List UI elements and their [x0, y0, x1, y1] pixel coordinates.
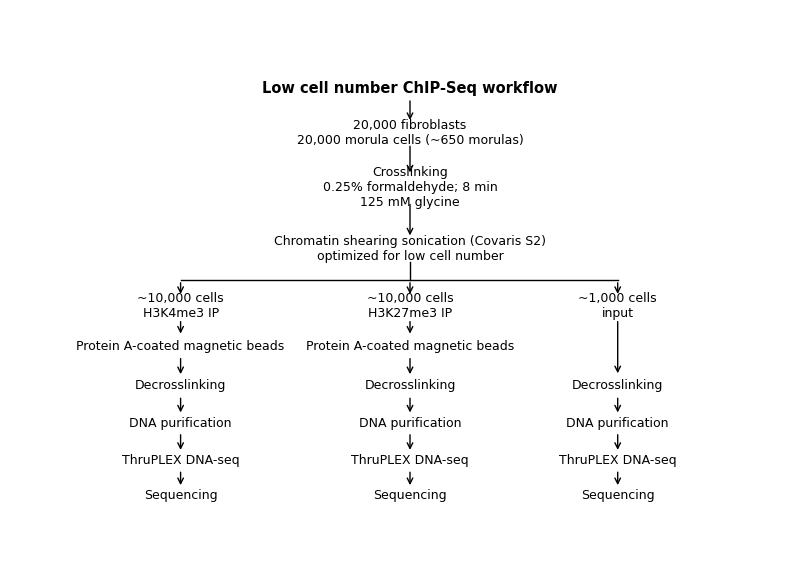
Text: DNA purification: DNA purification [130, 416, 232, 430]
Text: ThruPLEX DNA-seq: ThruPLEX DNA-seq [351, 454, 469, 467]
Text: Low cell number ChIP-Seq workflow: Low cell number ChIP-Seq workflow [262, 81, 558, 96]
Text: ~10,000 cells
H3K27me3 IP: ~10,000 cells H3K27me3 IP [366, 292, 454, 320]
Text: Sequencing: Sequencing [581, 490, 654, 502]
Text: DNA purification: DNA purification [566, 416, 669, 430]
Text: Protein A-coated magnetic beads: Protein A-coated magnetic beads [306, 340, 514, 352]
Text: Decrosslinking: Decrosslinking [572, 379, 663, 392]
Text: Decrosslinking: Decrosslinking [135, 379, 226, 392]
Text: Chromatin shearing sonication (Covaris S2)
optimized for low cell number: Chromatin shearing sonication (Covaris S… [274, 235, 546, 263]
Text: ~1,000 cells
input: ~1,000 cells input [578, 292, 657, 320]
Text: Sequencing: Sequencing [144, 490, 218, 502]
Text: ThruPLEX DNA-seq: ThruPLEX DNA-seq [559, 454, 677, 467]
Text: ThruPLEX DNA-seq: ThruPLEX DNA-seq [122, 454, 239, 467]
Text: Sequencing: Sequencing [373, 490, 447, 502]
Text: ~10,000 cells
H3K4me3 IP: ~10,000 cells H3K4me3 IP [138, 292, 224, 320]
Text: Protein A-coated magnetic beads: Protein A-coated magnetic beads [77, 340, 285, 352]
Text: Crosslinking
0.25% formaldehyde; 8 min
125 mM glycine: Crosslinking 0.25% formaldehyde; 8 min 1… [322, 166, 498, 209]
Text: Decrosslinking: Decrosslinking [364, 379, 456, 392]
Text: 20,000 fibroblasts
20,000 morula cells (~650 morulas): 20,000 fibroblasts 20,000 morula cells (… [297, 118, 523, 146]
Text: DNA purification: DNA purification [358, 416, 462, 430]
